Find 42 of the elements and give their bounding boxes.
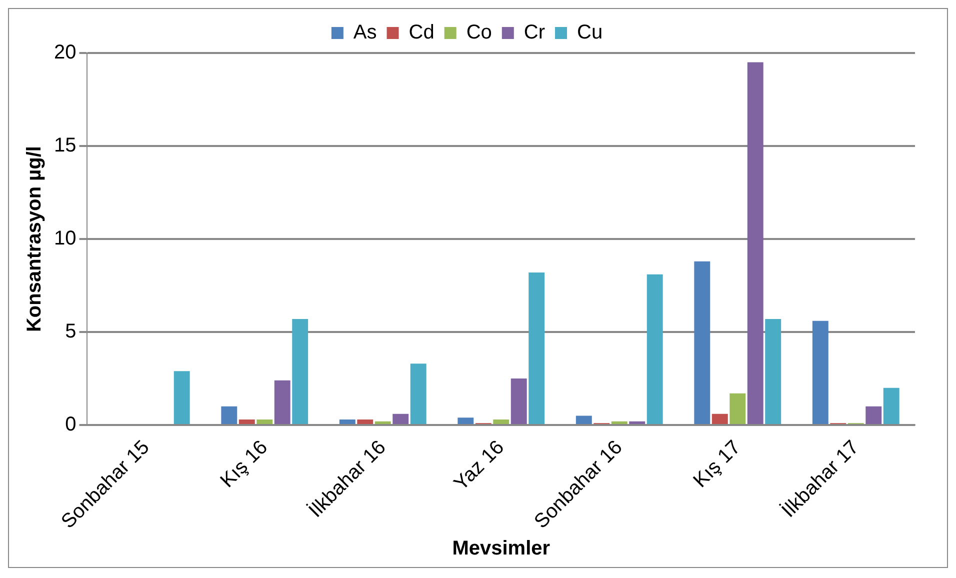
y-tick-label: 5 <box>65 320 76 343</box>
bar <box>274 380 290 424</box>
x-tick-label: Yaz 16 <box>450 436 509 495</box>
bar <box>730 393 746 424</box>
bar <box>256 419 273 424</box>
bar <box>765 319 782 424</box>
bar <box>221 406 238 424</box>
y-tick-label: 20 <box>54 42 76 64</box>
bar <box>374 421 391 424</box>
bar <box>458 418 474 424</box>
bar <box>510 378 527 424</box>
bar <box>410 364 426 424</box>
legend-label: As <box>353 22 377 44</box>
x-tick-label: Kış 17 <box>689 436 746 492</box>
bar <box>238 419 255 424</box>
bar <box>629 421 646 424</box>
y-tick-label: 0 <box>65 414 76 436</box>
bar <box>174 371 190 424</box>
bar <box>357 419 374 424</box>
bar <box>694 261 710 424</box>
bar <box>812 320 828 424</box>
bar <box>866 406 882 424</box>
bar <box>712 414 728 424</box>
x-axis-title: Mevsimler <box>452 538 550 560</box>
legend-label: Cu <box>577 22 603 44</box>
x-tick-label: Kış 16 <box>216 436 272 492</box>
y-tick-label: 10 <box>54 228 76 250</box>
bar <box>883 388 900 424</box>
y-axis-title: Konsantrasyon µg/l <box>24 146 46 332</box>
bar <box>392 414 409 424</box>
legend-label: Cr <box>524 22 546 44</box>
bar <box>747 62 764 424</box>
legend-label: Cd <box>408 22 434 44</box>
bar <box>528 272 545 424</box>
legend-label: Co <box>466 22 492 44</box>
bar <box>576 416 592 424</box>
bar <box>646 274 663 424</box>
bar <box>611 421 628 424</box>
y-tick-label: 15 <box>54 134 76 157</box>
bar <box>292 319 308 424</box>
bar <box>339 419 356 424</box>
bar <box>493 419 510 424</box>
